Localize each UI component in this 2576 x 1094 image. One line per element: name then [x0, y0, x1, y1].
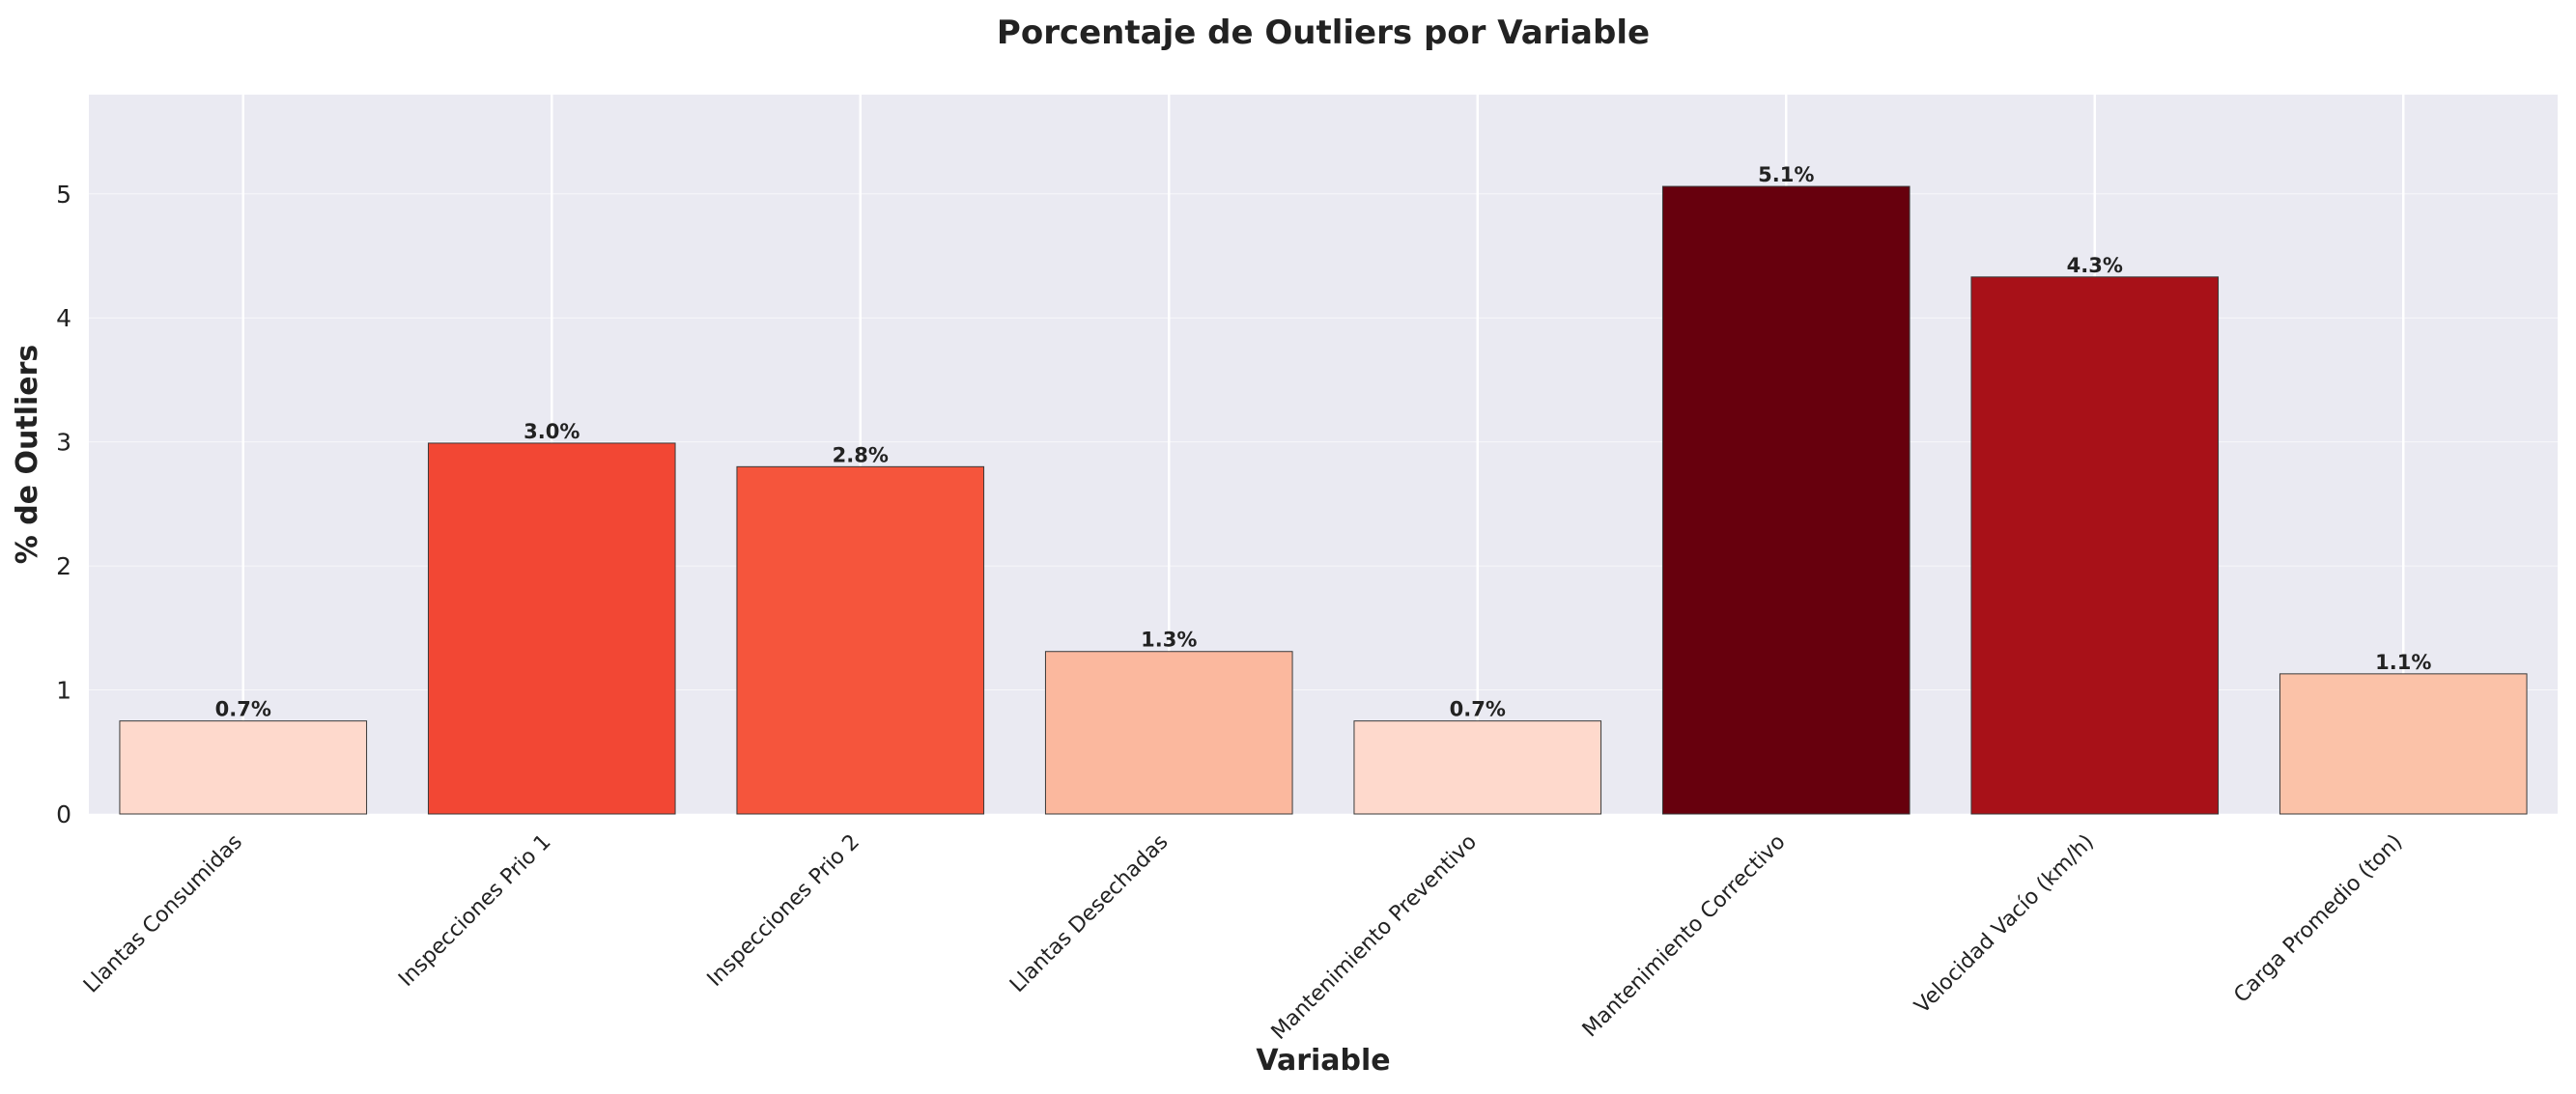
bar-value-label-5: 5.1%: [1758, 163, 1814, 186]
y-tick-label-0: 0: [56, 800, 71, 828]
chart-title: Porcentaje de Outliers por Variable: [997, 14, 1650, 52]
y-tick-label-3: 3: [56, 429, 71, 457]
y-tick-label-2: 2: [56, 552, 71, 580]
bar-value-labels: 0.7% 3.0% 2.8% 1.3% 0.7% 5.1% 4.3% 1.1%: [215, 163, 2432, 721]
x-tick-label-0: Llantas Consumidas: [79, 830, 247, 998]
x-tick-label-5: Mantenimiento Correctivo: [1578, 830, 1791, 1043]
bar-value-label-0: 0.7%: [215, 698, 271, 721]
bar-value-label-1: 3.0%: [524, 420, 580, 443]
bar-7: [2279, 673, 2528, 815]
y-axis-ticks: 0 1 2 3 4 5: [56, 181, 71, 828]
bar-0: [119, 720, 368, 815]
bar-3: [1044, 651, 1293, 815]
y-tick-label-4: 4: [56, 304, 71, 332]
bar-value-label-4: 0.7%: [1450, 698, 1506, 721]
y-tick-label-5: 5: [56, 181, 71, 209]
x-tick-label-2: Inspecciones Prio 2: [703, 830, 864, 992]
x-axis-ticks: Llantas Consumidas Inspecciones Prio 1 Ins…: [79, 830, 2407, 1045]
x-tick-label-1: Inspecciones Prio 1: [394, 830, 555, 992]
bar-2: [736, 465, 985, 815]
bar-1: [427, 442, 676, 815]
x-tick-label-7: Carga Promedio (ton): [2229, 830, 2407, 1008]
bars: [119, 185, 2528, 815]
bar-value-label-6: 4.3%: [2067, 254, 2123, 277]
y-tick-label-1: 1: [56, 677, 71, 705]
bar-5: [1661, 185, 1911, 815]
y-axis-title: % de Outliers: [11, 345, 44, 565]
bar-4: [1353, 720, 1602, 815]
x-tick-label-4: Mantenimiento Preventivo: [1267, 830, 1482, 1045]
bar-6: [1970, 276, 2220, 815]
bar-value-label-7: 1.1%: [2375, 651, 2431, 674]
bar-value-label-2: 2.8%: [833, 443, 889, 466]
x-tick-label-6: Velocidad Vacío (km/h): [1911, 830, 2099, 1019]
bar-value-label-3: 1.3%: [1141, 629, 1197, 652]
x-tick-label-3: Llantas Desechadas: [1005, 830, 1173, 997]
x-axis-title: Variable: [1256, 1044, 1390, 1078]
